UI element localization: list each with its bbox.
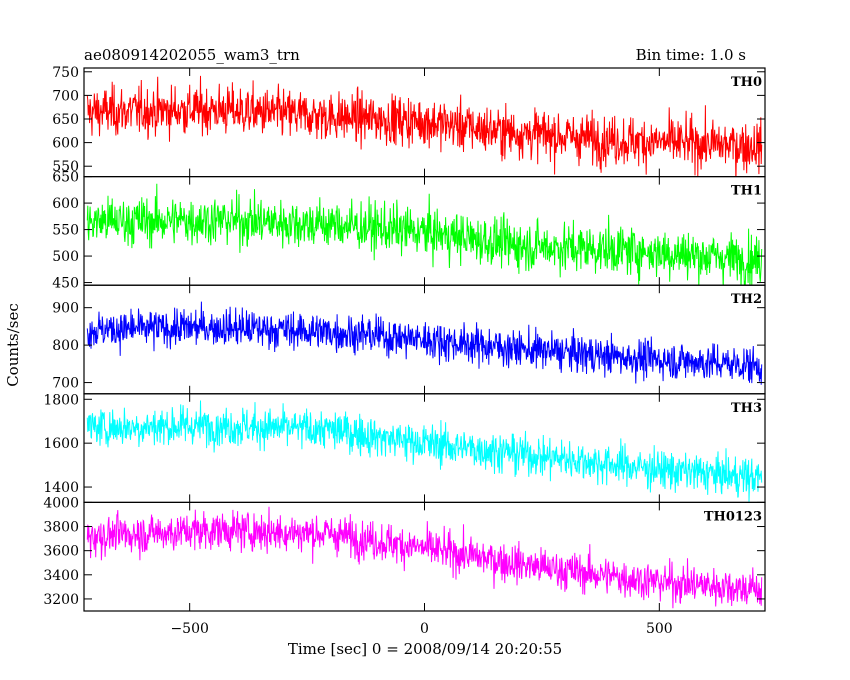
- panel-label-th1: TH1: [731, 184, 762, 199]
- y-tick-label: 500: [52, 249, 79, 265]
- panel-label-th3: TH3: [731, 401, 762, 416]
- y-tick-label: 550: [52, 223, 79, 239]
- x-axis: −500 0 500: [170, 621, 672, 637]
- y-tick-label: 800: [52, 338, 79, 354]
- y-tick-label: 1400: [43, 480, 79, 496]
- y-axis-label: Counts/sec: [4, 303, 22, 387]
- x-axis-label: Time [sec] 0 = 2008/09/14 20:20:55: [288, 640, 562, 658]
- panel-frame: [83, 501, 766, 612]
- y-tick-label: 1800: [43, 392, 79, 408]
- y-tick-label: 450: [52, 276, 79, 292]
- y-tick-label: 3600: [43, 544, 79, 560]
- y-tick-label: 650: [52, 170, 79, 186]
- y-tick-label: 900: [52, 301, 79, 317]
- panels-group: 550 600 650 700 750 TH0 450 500 550 600 650 TH1 700 8…: [43, 65, 766, 612]
- chart-title: ae080914202055_wam3_trn: [84, 46, 300, 64]
- y-tick-label: 1600: [43, 436, 79, 452]
- y-tick-label: 4000: [43, 495, 79, 511]
- y-tick-label: 750: [52, 65, 79, 81]
- panel-th1: 450 500 550 600 650 TH1: [52, 170, 766, 292]
- bin-time-label: Bin time: 1.0 s: [636, 46, 746, 64]
- panel-th0123: 3200 3400 3600 3800 4000 TH0123: [43, 495, 766, 612]
- y-tick-label: 3200: [43, 592, 79, 608]
- series-line-th3: [86, 400, 763, 502]
- panel-label-th0: TH0: [731, 75, 762, 90]
- y-tick-label: 700: [52, 88, 79, 104]
- y-tick-label: 3400: [43, 568, 79, 584]
- series-line-th0123: [86, 506, 763, 609]
- series-line-th2: [86, 301, 763, 385]
- panel-label-th2: TH2: [731, 292, 762, 307]
- y-tick-label: 550: [52, 159, 79, 175]
- x-tick-label: 500: [646, 621, 673, 637]
- y-tick-label: 600: [52, 196, 79, 212]
- series-line-th0: [86, 75, 763, 177]
- x-tick-label: 0: [420, 621, 429, 637]
- panel-label-th0123: TH0123: [704, 509, 762, 524]
- y-tick-label: 600: [52, 136, 79, 152]
- x-tick-label: −500: [170, 621, 208, 637]
- y-tick-label: 3800: [43, 520, 79, 536]
- y-tick-label: 700: [52, 376, 79, 392]
- panel-th3: 1400 1600 1800 TH3: [43, 392, 766, 503]
- series-line-th1: [86, 183, 763, 286]
- panel-th2: 700 800 900 TH2: [52, 284, 766, 395]
- panel-th0: 550 600 650 700 750 TH0: [52, 65, 766, 178]
- y-tick-label: 650: [52, 112, 79, 128]
